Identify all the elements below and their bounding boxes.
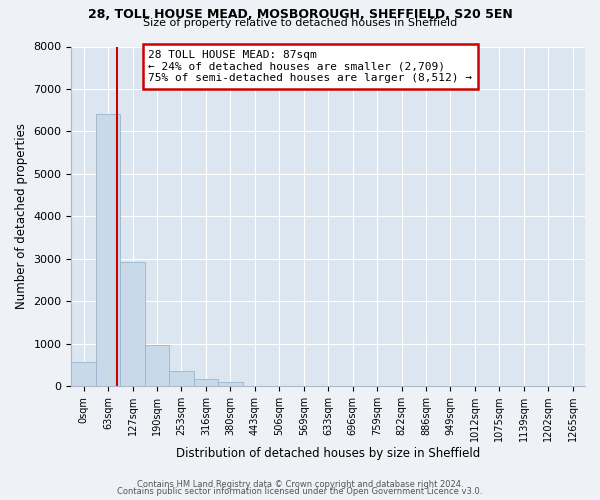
Text: 28 TOLL HOUSE MEAD: 87sqm
← 24% of detached houses are smaller (2,709)
75% of se: 28 TOLL HOUSE MEAD: 87sqm ← 24% of detac…: [148, 50, 472, 83]
Bar: [96, 114, 121, 386]
Bar: [145, 345, 169, 386]
Text: 28, TOLL HOUSE MEAD, MOSBOROUGH, SHEFFIELD, S20 5EN: 28, TOLL HOUSE MEAD, MOSBOROUGH, SHEFFIE…: [88, 8, 512, 20]
X-axis label: Distribution of detached houses by size in Sheffield: Distribution of detached houses by size …: [176, 447, 481, 460]
Y-axis label: Number of detached properties: Number of detached properties: [15, 124, 28, 310]
Bar: [194, 379, 218, 386]
Bar: [218, 382, 242, 386]
Text: Contains public sector information licensed under the Open Government Licence v3: Contains public sector information licen…: [118, 487, 482, 496]
Text: Size of property relative to detached houses in Sheffield: Size of property relative to detached ho…: [143, 18, 457, 28]
Bar: [169, 372, 194, 386]
Bar: [71, 362, 96, 386]
Text: Contains HM Land Registry data © Crown copyright and database right 2024.: Contains HM Land Registry data © Crown c…: [137, 480, 463, 489]
Bar: [121, 262, 145, 386]
